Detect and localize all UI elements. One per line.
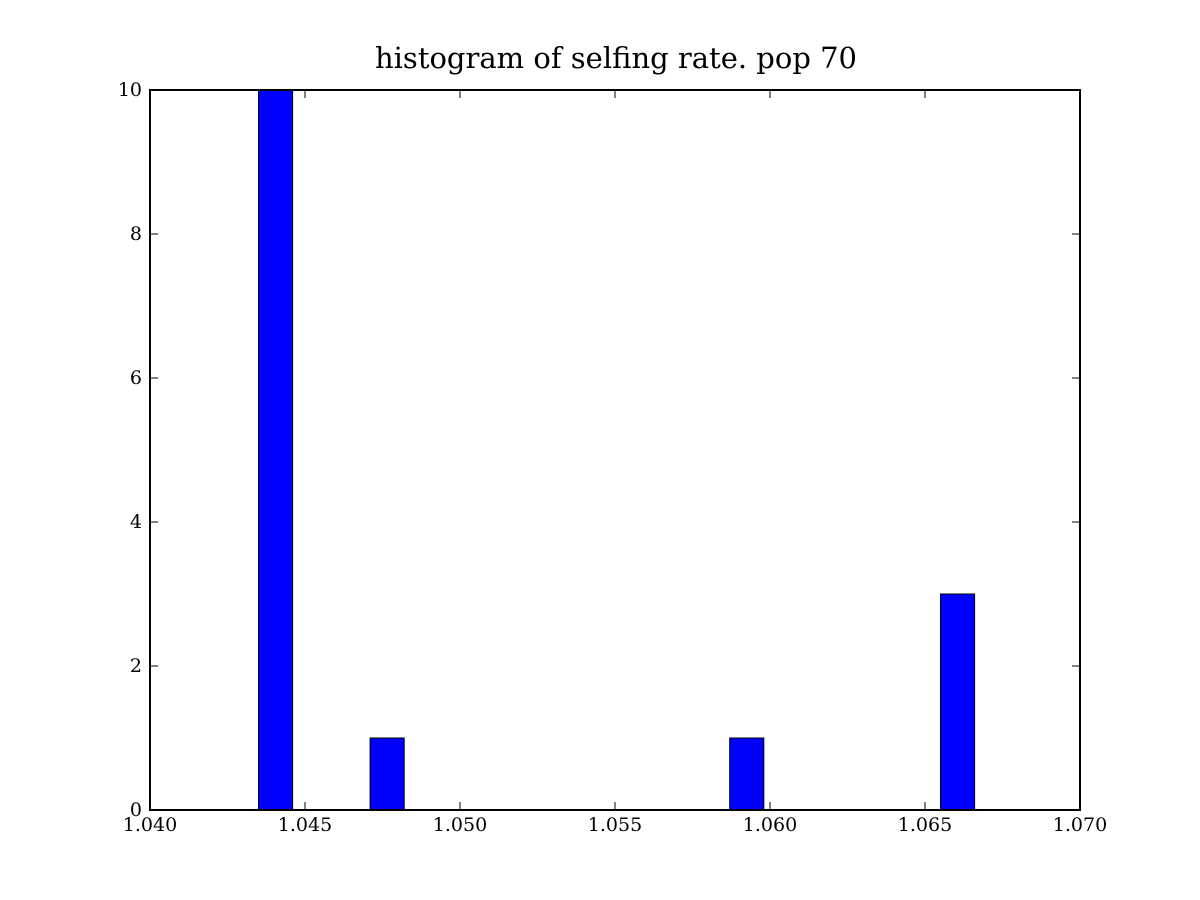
y-tick-label: 10 [118, 79, 142, 101]
x-tick-label: 1.040 [123, 814, 177, 836]
histogram-bar [369, 737, 405, 811]
x-tick-label: 1.070 [1053, 814, 1107, 836]
y-axis: 0 2 4 6 8 10 [118, 79, 1080, 821]
y-tick-label: 4 [130, 511, 142, 533]
y-tick-label: 2 [130, 655, 142, 677]
bars-group [258, 89, 976, 811]
chart-title: histogram of selfing rate. pop 70 [375, 41, 857, 75]
y-tick-label: 0 [130, 799, 142, 821]
x-axis: 1.040 1.045 1.050 1.055 1.060 1.065 1.070 [123, 90, 1107, 836]
y-tick-label: 8 [130, 223, 142, 245]
histogram-bar [940, 593, 976, 811]
x-tick-label: 1.055 [588, 814, 642, 836]
histogram-bar [258, 89, 294, 811]
x-tick-label: 1.050 [433, 814, 487, 836]
x-tick-label: 1.065 [898, 814, 952, 836]
x-tick-label: 1.045 [278, 814, 332, 836]
y-tick-label: 6 [130, 367, 142, 389]
histogram-bar [729, 737, 765, 811]
x-tick-label: 1.060 [743, 814, 797, 836]
